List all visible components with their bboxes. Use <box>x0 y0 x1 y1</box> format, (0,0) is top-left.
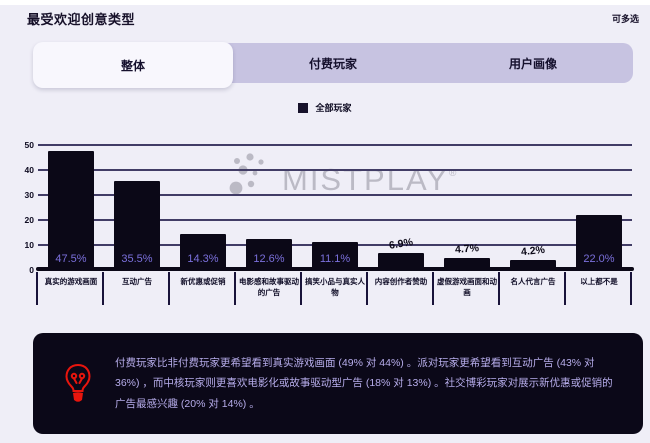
x-axis-category-label: 虚假游戏画面和动画 <box>437 277 497 298</box>
gridline <box>38 194 632 196</box>
bar-value-label: 12.6% <box>253 253 285 265</box>
gridline <box>38 144 632 146</box>
legend-label: 全部玩家 <box>315 103 352 113</box>
x-axis-tick <box>366 272 368 305</box>
y-axis-tick-label: 20 <box>24 214 34 225</box>
lightbulb-icon <box>65 363 91 402</box>
legend-swatch <box>298 102 309 113</box>
x-axis-tick <box>234 272 236 305</box>
bar-value-label: 47.5% <box>55 253 87 265</box>
bar <box>180 234 226 270</box>
x-axis-category-label: 内容创作者赞助 <box>374 277 428 286</box>
page-title: 最受欢迎创意类型 <box>27 12 136 27</box>
bar <box>576 215 622 270</box>
x-axis-category-label: 名人代言广告 <box>510 277 556 286</box>
tab-paying-players-label: 付费玩家 <box>308 56 357 71</box>
x-axis-tick <box>498 272 500 305</box>
y-axis-tick-label: 40 <box>24 164 34 175</box>
x-axis-category-label: 以上都不是 <box>580 277 618 286</box>
y-axis-tick-label: 10 <box>24 239 34 250</box>
tab-user-profile-label: 用户画像 <box>508 56 557 71</box>
chart-legend: 全部玩家 <box>0 101 650 114</box>
bar <box>246 238 292 270</box>
x-axis-tick <box>168 272 170 305</box>
x-axis-tick <box>300 272 302 305</box>
x-axis-tick <box>36 272 38 305</box>
multi-select-note: 可多选 <box>611 14 639 24</box>
bar <box>444 258 490 270</box>
x-axis-tick <box>564 272 566 305</box>
tab-user-profile[interactable]: 用户画像 <box>433 43 633 83</box>
insight-text: 付费玩家比非付费玩家更希望看到真实游戏画面 (49% 对 44%) 。派对玩家更… <box>115 356 613 410</box>
x-axis-line <box>36 267 634 271</box>
tab-overall-label: 整体 <box>120 58 145 73</box>
x-axis-tick <box>102 272 104 305</box>
bar <box>510 259 556 270</box>
gridline <box>38 219 632 221</box>
x-axis-tick <box>630 272 632 305</box>
x-axis-category-label: 电影感和故事驱动的广告 <box>239 277 299 298</box>
bar <box>378 252 424 270</box>
bar-value-label: 14.3% <box>187 253 219 265</box>
tab-bar: 整体 付费玩家 用户画像 <box>33 42 633 88</box>
bar-value-label: 35.5% <box>121 253 153 265</box>
x-axis-category-label: 互动广告 <box>122 277 152 286</box>
bar-value-label: 11.1% <box>319 253 351 265</box>
tab-paying-players[interactable]: 付费玩家 <box>233 43 433 83</box>
bar-value-label: 22.0% <box>583 253 615 265</box>
y-axis-tick-label: 30 <box>24 189 34 200</box>
bar <box>48 151 94 270</box>
bar <box>114 181 160 270</box>
x-axis-category-label: 真实的游戏画面 <box>44 277 98 286</box>
x-axis-category-label: 搞笑小品与真实人物 <box>305 277 365 298</box>
y-axis-tick-label: 0 <box>29 264 34 275</box>
x-axis-tick <box>432 272 434 305</box>
gridline <box>38 169 632 171</box>
bar <box>312 242 358 270</box>
tab-overall[interactable]: 整体 <box>33 42 233 88</box>
insight-callout: 付费玩家比非付费玩家更希望看到真实游戏画面 (49% 对 44%) 。派对玩家更… <box>33 333 643 434</box>
top-border-strip <box>0 0 650 5</box>
bar-value-label: 6.9% <box>388 235 414 252</box>
y-axis-tick-label: 50 <box>24 139 34 150</box>
x-axis-category-label: 新优惠或促销 <box>180 277 226 286</box>
